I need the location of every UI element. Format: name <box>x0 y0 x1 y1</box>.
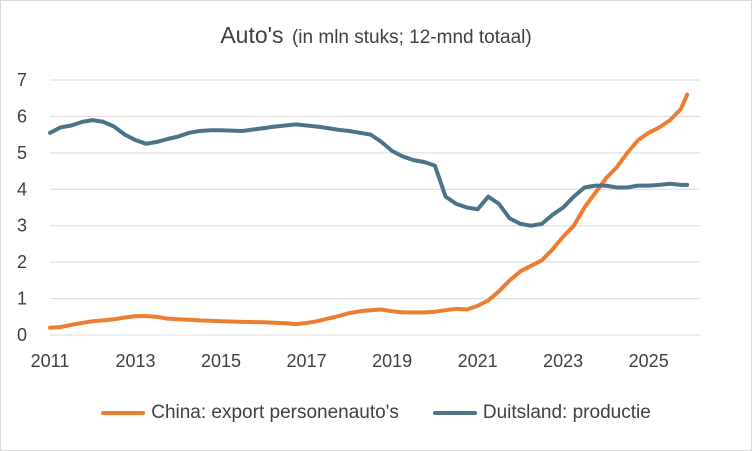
y-tick-label-5: 5 <box>17 143 27 163</box>
x-tick-label-2011: 2011 <box>31 351 70 371</box>
x-tick-label-2025: 2025 <box>629 351 669 371</box>
x-tick-label-2021: 2021 <box>458 351 498 371</box>
y-tick-label-4: 4 <box>17 179 27 199</box>
grid-lines <box>50 79 700 300</box>
x-tick-label-2017: 2017 <box>287 351 327 371</box>
legend-label-china: China: export personenauto's <box>151 402 399 423</box>
x-tick-label-2023: 2023 <box>543 351 583 371</box>
y-tick-label-3: 3 <box>17 216 27 236</box>
chart-legend: China: export personenauto's Duitsland: … <box>0 402 752 424</box>
legend-swatch-duitsland <box>432 411 477 415</box>
y-tick-label-0: 0 <box>17 325 27 345</box>
legend-item-duitsland: Duitsland: productie <box>432 402 651 424</box>
legend-swatch-china <box>101 411 146 415</box>
series-line-china-export <box>48 92 690 330</box>
y-tick-label-2: 2 <box>17 252 27 272</box>
y-tick-label-6: 6 <box>17 106 27 126</box>
x-tick-label-2013: 2013 <box>116 351 156 371</box>
chart-title: Auto's (in mln stuks; 12-mnd totaal) <box>0 22 752 49</box>
x-axis-ticks: 2011 2013 2015 2017 2019 2021 2023 2025 <box>31 351 669 371</box>
chart-subtitle: (in mln stuks; 12-mnd totaal) <box>291 27 532 48</box>
y-tick-label-7: 7 <box>17 70 27 90</box>
x-tick-label-2019: 2019 <box>372 351 412 371</box>
series-lines <box>48 92 690 330</box>
legend-item-china: China: export personenauto's <box>101 402 399 424</box>
y-axis-ticks: 0 1 2 3 4 5 6 7 <box>17 70 27 345</box>
y-tick-label-1: 1 <box>17 289 27 309</box>
legend-label-duitsland: Duitsland: productie <box>482 402 651 423</box>
x-tick-label-2015: 2015 <box>201 351 241 371</box>
chart-title-main: Auto's <box>220 22 284 48</box>
series-line-duitsland-productie <box>48 118 690 228</box>
